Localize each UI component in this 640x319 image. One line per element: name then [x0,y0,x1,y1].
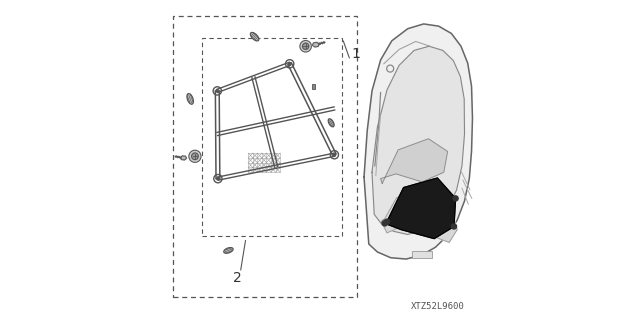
Circle shape [451,224,456,229]
Polygon shape [372,46,465,234]
Polygon shape [312,42,319,47]
Circle shape [191,153,198,160]
Polygon shape [385,178,456,239]
Polygon shape [382,185,457,242]
Bar [412,251,431,258]
Circle shape [382,221,387,226]
Circle shape [453,196,458,201]
Text: 2: 2 [233,271,241,285]
Circle shape [333,153,335,156]
Polygon shape [364,24,472,259]
Ellipse shape [224,248,233,253]
Ellipse shape [328,119,334,127]
Circle shape [289,63,291,65]
Circle shape [216,90,218,92]
Bar [173,16,356,297]
Circle shape [217,177,219,180]
Text: 1: 1 [352,47,361,61]
Ellipse shape [187,93,193,104]
Bar [312,84,316,89]
Ellipse shape [250,33,259,41]
Polygon shape [180,156,187,160]
Circle shape [189,150,201,162]
Bar [202,38,342,236]
Circle shape [385,219,390,224]
Circle shape [300,41,312,52]
Polygon shape [381,139,447,183]
Circle shape [303,43,309,49]
Text: XTZ52L9600: XTZ52L9600 [411,302,465,311]
